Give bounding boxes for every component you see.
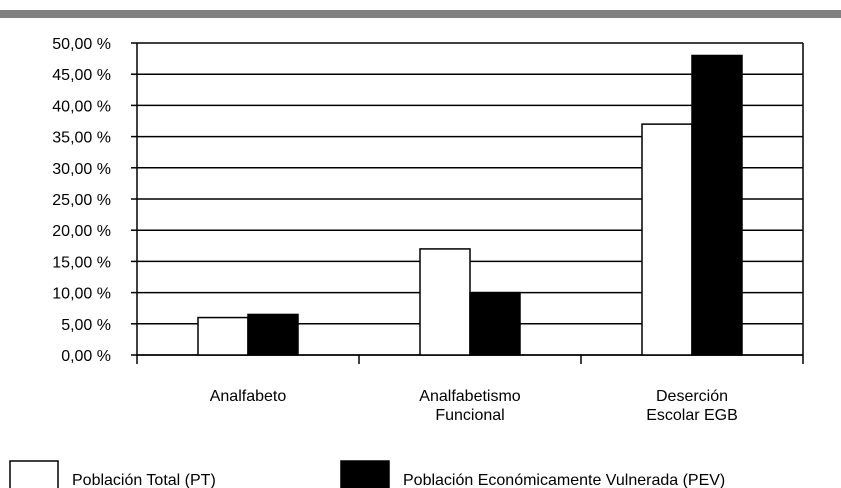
bar [197,316,249,356]
x-category-label: Funcional [435,407,504,424]
y-tick-label: 50,00 % [52,36,111,53]
x-category-label: Deserción [656,388,728,405]
y-tick-label: 45,00 % [52,67,111,84]
y-tick-label: 15,00 % [52,254,111,271]
y-tick-label: 25,00 % [52,192,111,209]
bar [691,54,743,356]
bar [641,123,693,356]
y-tick-label: 30,00 % [52,161,111,178]
y-tick-label: 5,00 % [61,317,111,334]
legend-swatch [9,460,59,488]
bar [419,248,471,356]
y-tick-label: 40,00 % [52,98,111,115]
y-tick-label: 35,00 % [52,130,111,147]
top-divider-bar [0,10,841,18]
legend-label: Población Económicamente Vulnerada (PEV) [403,472,725,488]
x-category-label: Analfabeto [210,388,287,405]
legend-swatch [340,460,390,488]
y-tick-label: 10,00 % [52,286,111,303]
bar [469,291,521,356]
x-category-label: Escolar EGB [646,407,738,424]
x-category-label: Analfabetismo [419,388,520,405]
y-tick-label: 20,00 % [52,223,111,240]
bar [247,313,299,356]
legend-label: Población Total (PT) [72,472,216,488]
y-tick-label: 0,00 % [61,348,111,365]
